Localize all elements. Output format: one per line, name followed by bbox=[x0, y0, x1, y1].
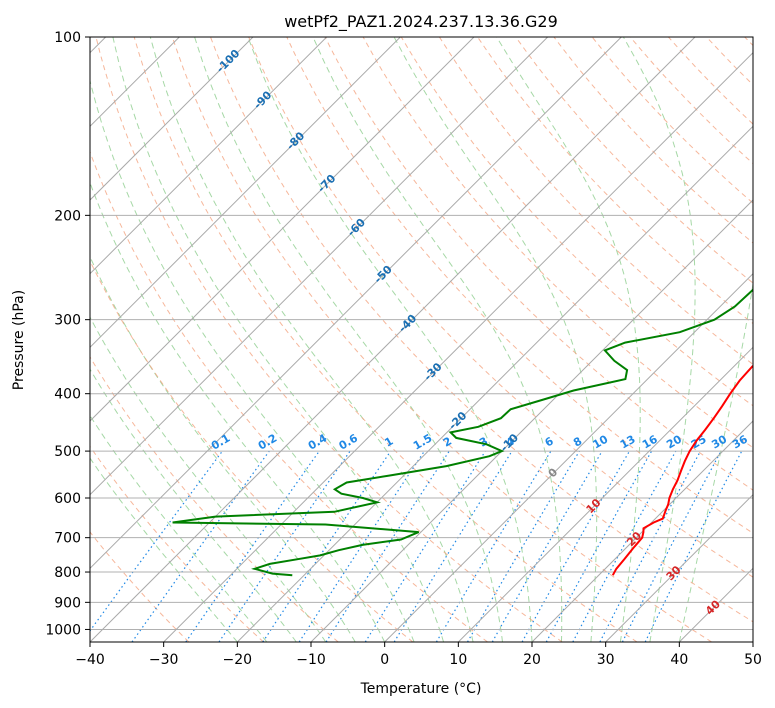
moist-adiabat bbox=[194, 37, 503, 642]
moist-adiabat bbox=[622, 37, 696, 642]
mixing-ratio-line bbox=[185, 450, 320, 642]
dry-adiabat bbox=[210, 37, 753, 623]
y-tick-label: 900 bbox=[54, 595, 81, 611]
temperature-line bbox=[611, 364, 753, 576]
chart-title: wetPf2_PAZ1.2024.237.13.36.G29 bbox=[284, 12, 558, 32]
dry-adiabat bbox=[95, 37, 563, 642]
mixing-ratio-line bbox=[90, 450, 223, 632]
y-tick-label: 600 bbox=[54, 491, 81, 507]
moist-adiabat bbox=[90, 368, 297, 642]
y-tick-label: 500 bbox=[54, 444, 81, 460]
mixing-ratio-line bbox=[131, 450, 270, 642]
y-tick-label: 100 bbox=[54, 30, 81, 46]
dry-adiabat bbox=[438, 37, 753, 365]
isotherm bbox=[531, 420, 753, 642]
moist-adiabat bbox=[90, 414, 268, 642]
moist-adiabat bbox=[678, 280, 753, 642]
y-tick-label: 1000 bbox=[45, 622, 81, 638]
isotherm bbox=[90, 37, 254, 201]
isotherms bbox=[90, 37, 753, 642]
dry-adiabat bbox=[248, 37, 753, 578]
moist-adiabat bbox=[496, 37, 641, 642]
isotherm bbox=[90, 37, 401, 349]
isotherm bbox=[90, 37, 328, 275]
x-tick-label: 0 bbox=[380, 652, 389, 668]
dry-adiabat bbox=[400, 37, 753, 407]
mixing-ratio-line bbox=[364, 450, 486, 642]
x-tick-label: 20 bbox=[523, 652, 541, 668]
moist-adiabat bbox=[90, 181, 386, 642]
y-axis-ticks: 100 200 300 400 500 600 700 800 900 1000 bbox=[45, 30, 90, 638]
moist-adiabats bbox=[90, 37, 753, 642]
moist-adiabat bbox=[112, 37, 445, 642]
y-tick-label: 800 bbox=[54, 565, 81, 581]
x-tick-label: −10 bbox=[296, 652, 326, 668]
moist-adiabat bbox=[90, 316, 327, 642]
isotherm bbox=[163, 51, 753, 642]
x-axis-label: Temperature (°C) bbox=[360, 681, 482, 697]
mixing-ratio-line bbox=[521, 450, 631, 642]
pressure-gridlines bbox=[90, 37, 753, 630]
x-tick-label: 40 bbox=[670, 652, 688, 668]
mixing-ratio-line bbox=[325, 450, 450, 642]
moist-adiabat bbox=[90, 255, 356, 642]
isotherm bbox=[90, 37, 475, 422]
mixing-ratio-line bbox=[491, 450, 603, 642]
dry-adiabat bbox=[324, 37, 753, 491]
dry-adiabat bbox=[90, 531, 190, 642]
isotherm bbox=[457, 346, 753, 642]
mixing-ratio-line bbox=[393, 450, 513, 642]
x-tick-label: 10 bbox=[449, 652, 467, 668]
dewpoint-line bbox=[172, 288, 753, 577]
moist-adiabat bbox=[90, 457, 238, 642]
plot-area: 0.1 0.2 0.4 0.6 1 1.5 2 3 4 6 8 10 13 16 20 25 30 36-100-… bbox=[90, 37, 753, 642]
isotherm bbox=[90, 37, 549, 496]
mixing-ratio-lines bbox=[90, 450, 743, 642]
x-tick-label: 50 bbox=[744, 652, 762, 668]
dry-adiabat bbox=[286, 37, 753, 534]
y-tick-label: 300 bbox=[54, 313, 81, 329]
isotherm bbox=[236, 125, 753, 642]
y-tick-label: 700 bbox=[54, 531, 81, 547]
dry-adiabat bbox=[133, 37, 638, 642]
x-tick-label: 30 bbox=[597, 652, 615, 668]
isotherm bbox=[310, 199, 753, 642]
mixing-ratio-line bbox=[572, 450, 677, 642]
plot-frame bbox=[89, 36, 754, 643]
mixing-ratio-line bbox=[466, 450, 580, 642]
x-tick-label: −40 bbox=[75, 652, 105, 668]
x-tick-label: −20 bbox=[223, 652, 253, 668]
y-tick-label: 200 bbox=[54, 208, 81, 224]
dry-adiabats bbox=[90, 37, 753, 642]
isotherm bbox=[90, 37, 696, 642]
y-tick-label: 400 bbox=[54, 387, 81, 403]
moist-adiabat bbox=[312, 37, 563, 642]
moist-adiabat bbox=[393, 37, 598, 642]
moist-adiabat bbox=[90, 78, 415, 642]
isotherm bbox=[384, 272, 753, 642]
x-axis-ticks: −40 −30 −20 −10 0 10 20 30 40 50 bbox=[75, 642, 762, 668]
y-axis-label: Pressure (hPa) bbox=[11, 290, 27, 390]
dry-adiabat bbox=[90, 259, 414, 642]
mixing-ratio-line bbox=[435, 450, 552, 642]
mixing-ratio-line bbox=[298, 450, 425, 642]
isotherm bbox=[90, 37, 622, 570]
moist-adiabat bbox=[149, 37, 474, 642]
x-tick-label: −30 bbox=[149, 652, 179, 668]
isotherm bbox=[605, 493, 753, 642]
moist-adiabat bbox=[247, 37, 533, 642]
dry-adiabat bbox=[90, 355, 339, 642]
